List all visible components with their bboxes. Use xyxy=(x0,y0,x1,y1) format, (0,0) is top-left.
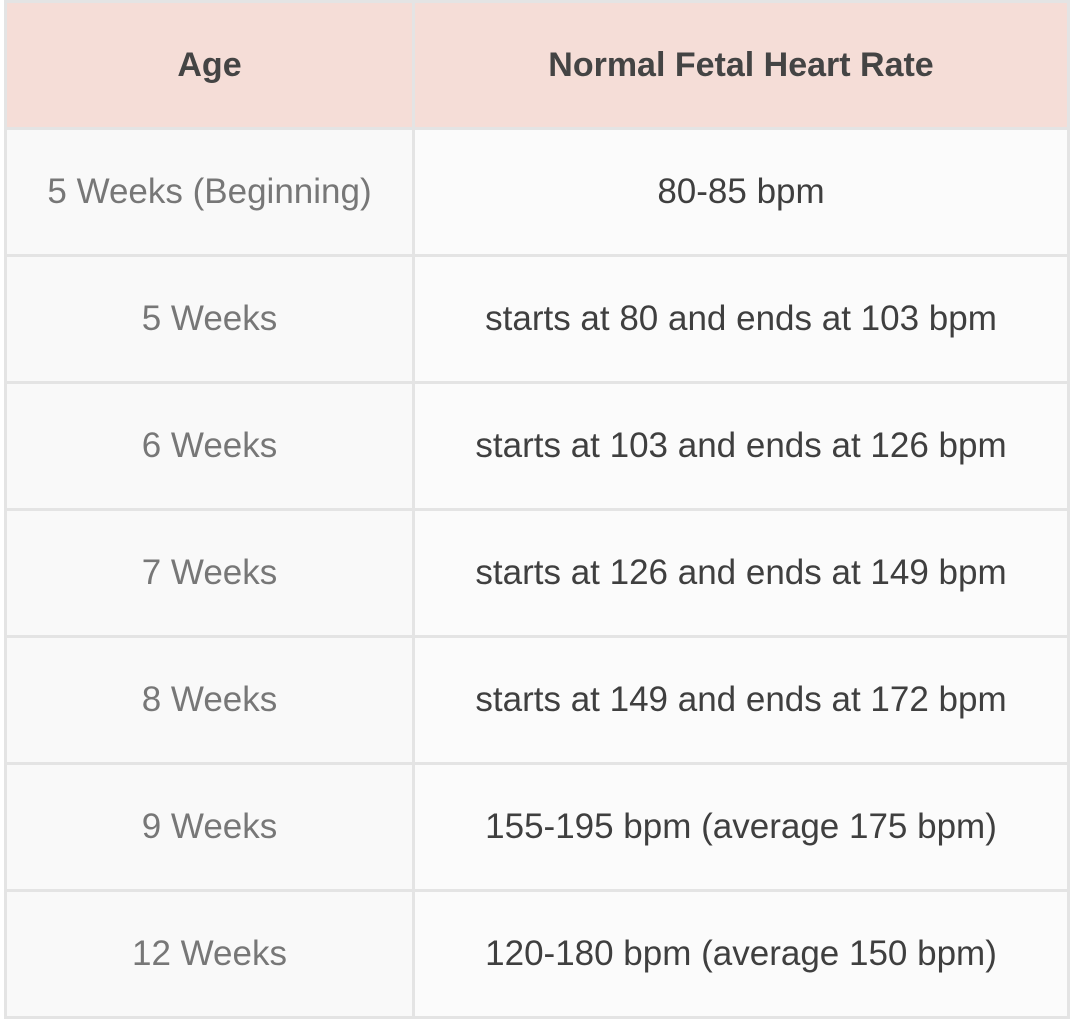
rate-cell: starts at 126 and ends at 149 bpm xyxy=(412,508,1070,638)
table-row: 6 Weeks starts at 103 and ends at 126 bpm xyxy=(4,381,1070,511)
age-cell: 12 Weeks xyxy=(4,889,415,1019)
rate-cell: 120-180 bpm (average 150 bpm) xyxy=(412,889,1070,1019)
table-body: 5 Weeks (Beginning) 80-85 bpm 5 Weeks start… xyxy=(4,127,1070,1019)
header-cell: Age xyxy=(4,0,415,130)
age-cell: 5 Weeks (Beginning) xyxy=(4,127,415,257)
rate-cell: starts at 149 and ends at 172 bpm xyxy=(412,635,1070,765)
rate-cell: 155-195 bpm (average 175 bpm) xyxy=(412,762,1070,892)
age-cell: 7 Weeks xyxy=(4,508,415,638)
age-cell: 6 Weeks xyxy=(4,381,415,511)
table-row: 8 Weeks starts at 149 and ends at 172 bpm xyxy=(4,635,1070,765)
rate-cell: starts at 103 and ends at 126 bpm xyxy=(412,381,1070,511)
table-row: 5 Weeks starts at 80 and ends at 103 bpm xyxy=(4,254,1070,384)
header-cell: Normal Fetal Heart Rate xyxy=(412,0,1070,130)
age-cell: 8 Weeks xyxy=(4,635,415,765)
age-cell: 9 Weeks xyxy=(4,762,415,892)
heart-rate-table: Age Normal Fetal Heart Rate 5 Weeks (Beg… xyxy=(4,0,1070,1019)
age-cell: 5 Weeks xyxy=(4,254,415,384)
header-row: Age Normal Fetal Heart Rate xyxy=(4,0,1070,130)
rate-cell: starts at 80 and ends at 103 bpm xyxy=(412,254,1070,384)
table-row: 9 Weeks 155-195 bpm (average 175 bpm) xyxy=(4,762,1070,892)
table-row: 5 Weeks (Beginning) 80-85 bpm xyxy=(4,127,1070,257)
table-row: 12 Weeks 120-180 bpm (average 150 bpm) xyxy=(4,889,1070,1019)
table-row: 7 Weeks starts at 126 and ends at 149 bpm xyxy=(4,508,1070,638)
rate-cell: 80-85 bpm xyxy=(412,127,1070,257)
